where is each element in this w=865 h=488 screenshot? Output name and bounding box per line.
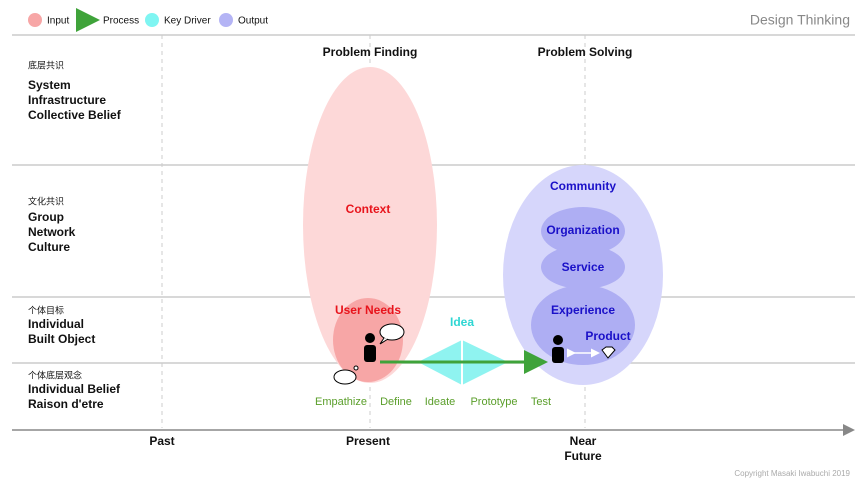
- person-icon: [364, 333, 376, 362]
- organization-area: [541, 207, 625, 255]
- column-header: Problem Finding: [323, 45, 418, 59]
- legend-label: Key Driver: [164, 16, 211, 27]
- row-label: Infrastructure: [28, 93, 106, 107]
- row-label: Built Object: [28, 332, 95, 346]
- row-label: Raison d'etre: [28, 397, 104, 411]
- row-tag: 个体目标: [28, 304, 64, 315]
- experience-area: [531, 285, 635, 365]
- legend-label: Input: [47, 16, 69, 27]
- service-area: [541, 245, 625, 289]
- speech-bubble: [379, 323, 405, 345]
- legend: Input Process Key Driver Output: [28, 8, 268, 32]
- copyright: Copyright Masaki Iwabuchi 2019: [734, 469, 850, 478]
- row-label: System: [28, 78, 71, 92]
- organization-label: Organization: [546, 223, 619, 237]
- time-label: Near: [570, 434, 597, 448]
- service-label: Service: [562, 260, 605, 274]
- context-label: Context: [346, 202, 391, 216]
- row-tag: 文化共识: [28, 195, 64, 206]
- title: Design Thinking: [750, 12, 850, 28]
- row-label: Culture: [28, 240, 70, 254]
- input-area: [303, 67, 437, 383]
- row-tag: 底层共识: [28, 59, 64, 70]
- thought-cloud: [333, 365, 359, 385]
- product-label: Product: [585, 329, 630, 343]
- row-label: Network: [28, 225, 76, 239]
- community-label: Community: [550, 179, 616, 193]
- row-label: Individual: [28, 317, 84, 331]
- process-step: Define: [380, 396, 412, 408]
- process-step: Test: [531, 396, 551, 408]
- process-step: Prototype: [470, 396, 517, 408]
- idea-label: Idea: [450, 315, 474, 329]
- time-label: Future: [564, 449, 602, 463]
- column-header: Problem Solving: [538, 45, 633, 59]
- legend-label: Process: [103, 16, 139, 27]
- time-label: Present: [346, 434, 390, 448]
- row-tag: 个体底层观念: [28, 369, 82, 380]
- gem-icon: [601, 346, 616, 359]
- user-needs-label: User Needs: [335, 303, 401, 317]
- person-icon: [552, 335, 564, 363]
- row-label: Group: [28, 210, 64, 224]
- row-label: Individual Belief: [28, 382, 121, 396]
- row-label: Collective Belief: [28, 108, 122, 122]
- time-label: Past: [149, 434, 174, 448]
- process-step: Empathize: [315, 396, 367, 408]
- legend-label: Output: [238, 16, 268, 27]
- experience-label: Experience: [551, 303, 615, 317]
- process-step: Ideate: [425, 396, 456, 408]
